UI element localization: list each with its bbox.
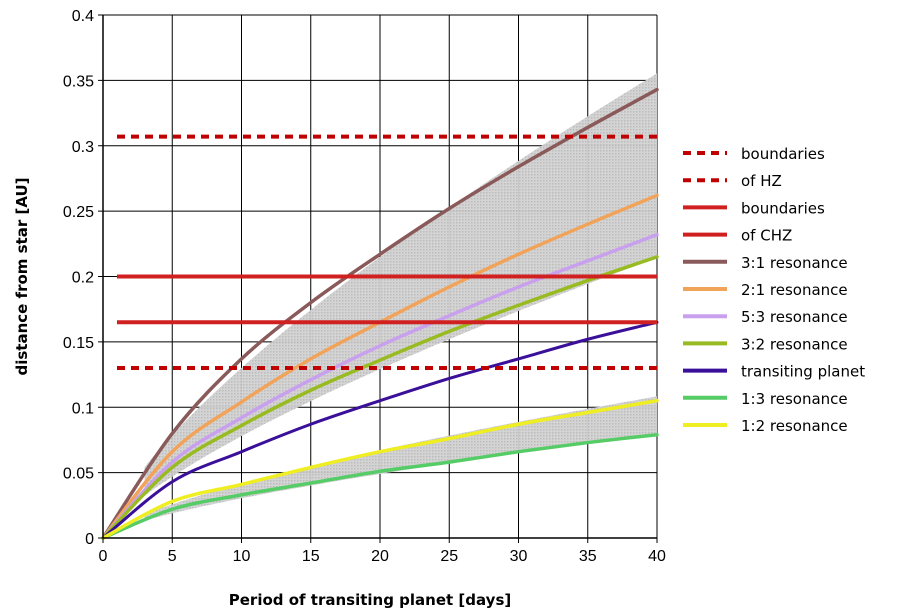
- y-tick-label: 0: [85, 531, 94, 548]
- legend-label: 5:3 resonance: [741, 308, 848, 326]
- legend-item: boundaries: [683, 145, 825, 163]
- legend-label: boundaries: [741, 145, 825, 163]
- y-tick-label: 0.35: [63, 73, 94, 90]
- y-tick-label: 0.1: [72, 400, 94, 417]
- x-tick-label: 10: [233, 548, 251, 565]
- x-tick-label: 15: [302, 548, 320, 565]
- legend-item: 3:2 resonance: [683, 335, 848, 353]
- legend-label: 3:2 resonance: [741, 335, 848, 353]
- series-line-3: [101, 255, 659, 540]
- legend-item: 1:2 resonance: [683, 417, 848, 435]
- series-line-2: [101, 232, 659, 540]
- legend-item: 5:3 resonance: [683, 308, 848, 326]
- legend-label: of CHZ: [741, 227, 792, 245]
- x-tick-label: 35: [579, 548, 597, 565]
- legend-item: of HZ: [683, 172, 782, 190]
- series-line-6: [101, 398, 659, 540]
- legend-item: 2:1 resonance: [683, 281, 848, 299]
- series-layer: [101, 87, 659, 540]
- legend-label: 2:1 resonance: [741, 281, 848, 299]
- legend-item: of CHZ: [683, 227, 792, 245]
- x-tick-label: 30: [510, 548, 528, 565]
- x-tick-label: 5: [168, 548, 177, 565]
- y-tick-label: 0.05: [63, 466, 94, 483]
- legend-item: boundaries: [683, 199, 825, 217]
- x-axis-title: Period of transiting planet [days]: [229, 591, 511, 609]
- axes: 0 5 10 15 20 25 30 35 40 0 0.05 0.1 0.15 0.2 0.25 0.3 0.…: [13, 8, 666, 609]
- legend-label: boundaries: [741, 199, 825, 217]
- legend-label: of HZ: [741, 172, 782, 190]
- legend-label: 1:3 resonance: [741, 390, 848, 408]
- legend-item: transiting planet: [683, 363, 865, 381]
- series-line-1: [101, 193, 659, 540]
- x-tick-label: 25: [440, 548, 458, 565]
- legend-label: 1:2 resonance: [741, 417, 848, 435]
- x-tick-label: 20: [371, 548, 389, 565]
- legend-item: 1:3 resonance: [683, 390, 848, 408]
- y-tick-label: 0.25: [63, 204, 94, 221]
- series-line-4: [101, 320, 659, 540]
- legend-label: transiting planet: [741, 363, 865, 381]
- y-tick-label: 0.2: [72, 270, 94, 287]
- y-tick-label: 0.4: [72, 8, 94, 25]
- upper-band: [144, 73, 658, 496]
- x-tick-label: 40: [648, 548, 666, 565]
- y-tick-label: 0.15: [63, 335, 94, 352]
- series-line-0: [101, 87, 659, 540]
- zone-boundaries: [117, 134, 657, 371]
- x-tick-label: 0: [99, 548, 108, 565]
- legend: boundaries of HZ boundaries of CHZ 3:1 reson…: [683, 145, 865, 435]
- y-tick-label: 0.3: [72, 139, 94, 156]
- legend-item: 3:1 resonance: [683, 254, 848, 272]
- y-axis-title: distance from star [AU]: [13, 177, 31, 375]
- legend-label: 3:1 resonance: [741, 254, 848, 272]
- series-line-5: [101, 432, 659, 540]
